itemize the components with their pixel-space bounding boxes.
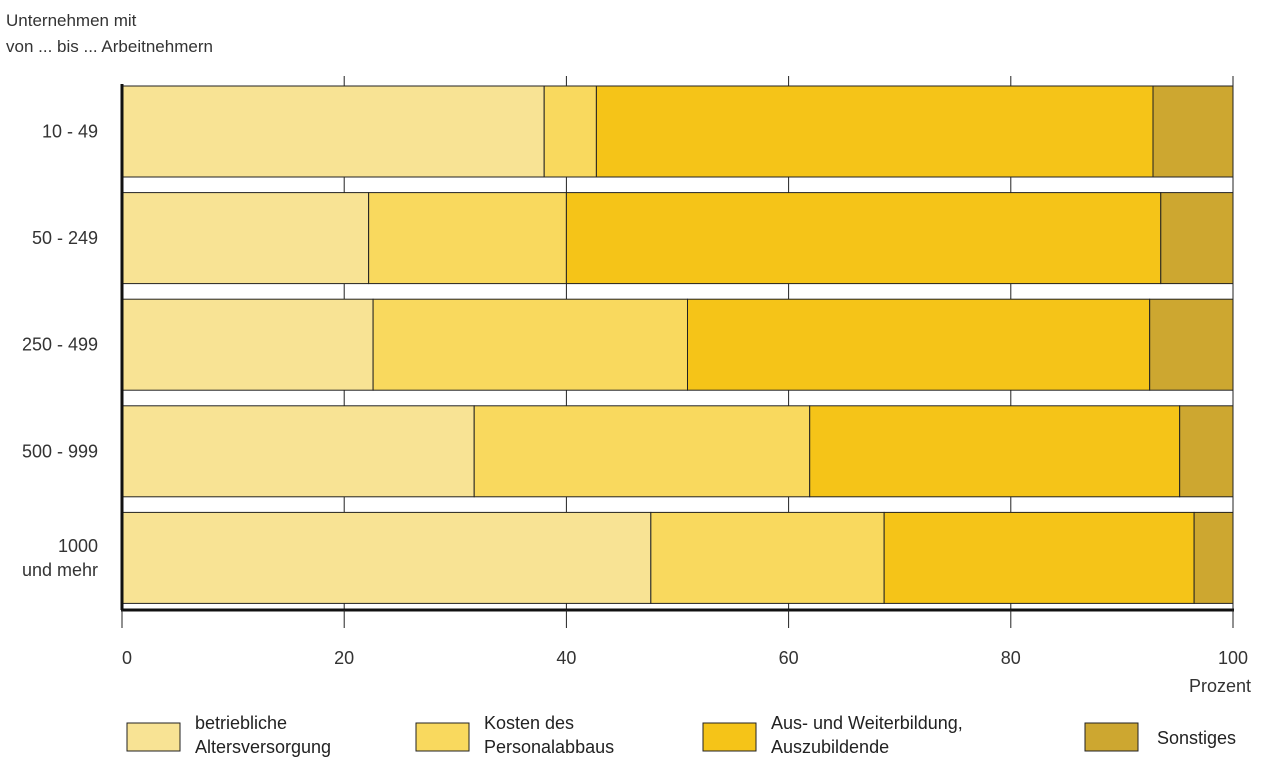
legend-label-0-line-0: betriebliche <box>195 713 287 733</box>
legend-swatch-3 <box>1084 722 1139 752</box>
legend-swatch-2 <box>702 722 757 752</box>
x-tick-label-0: 0 <box>122 648 132 668</box>
category-label-4-line-1: und mehr <box>22 560 98 580</box>
x-tick-label-60: 60 <box>779 648 799 668</box>
bar-segment-cat0-series3 <box>1152 85 1234 178</box>
category-label-4-line-0: 1000 <box>58 536 98 556</box>
bar-segment-cat0-series2 <box>595 85 1154 178</box>
bar-segment-cat3-series3 <box>1179 405 1234 498</box>
bar-segment-cat3-series1 <box>473 405 811 498</box>
bar-segment-cat1-series3 <box>1160 192 1234 285</box>
bar-segment-cat4-series0 <box>121 511 652 604</box>
bar-segment-cat2-series3 <box>1149 298 1234 391</box>
axes <box>120 84 1234 628</box>
bar-segment-cat1-series2 <box>565 192 1162 285</box>
legend-label-3: Sonstiges <box>1157 728 1236 748</box>
legend: betriebliche Altersversorgung Kosten des Pe… <box>126 713 1236 757</box>
legend-label-2-line-1: Auszubildende <box>771 737 889 757</box>
legend-label-0-line-1: Altersversorgung <box>195 737 331 757</box>
bar-segment-cat0-series0 <box>121 85 545 178</box>
x-tick-label-80: 80 <box>1001 648 1021 668</box>
x-tick-label-100: 100 <box>1218 648 1248 668</box>
category-label-3-line-0: 500 - 999 <box>22 441 98 461</box>
legend-label-2-line-0: Aus- und Weiterbildung, <box>771 713 963 733</box>
bar-segment-cat2-series1 <box>372 298 688 391</box>
x-tick-label-20: 20 <box>334 648 354 668</box>
bar-segment-cat0-series1 <box>543 85 597 178</box>
bar-segment-cat1-series0 <box>121 192 370 285</box>
bar-segment-cat2-series2 <box>686 298 1151 391</box>
bars <box>121 85 1234 604</box>
category-label-0-line-0: 10 - 49 <box>42 122 98 142</box>
bar-segment-cat4-series2 <box>883 511 1195 604</box>
y-axis-title-line-1: Unternehmen mit <box>6 11 137 30</box>
x-axis-title: Prozent <box>1189 676 1251 696</box>
legend-label-1-line-0: Kosten des <box>484 713 574 733</box>
y-axis-title-line-2: von ... bis ... Arbeitnehmern <box>6 37 213 56</box>
bar-segment-cat3-series2 <box>809 405 1181 498</box>
bar-segment-cat1-series1 <box>368 192 567 285</box>
bar-segment-cat4-series3 <box>1193 511 1234 604</box>
legend-swatch-1 <box>415 722 470 752</box>
bar-segment-cat3-series0 <box>121 405 475 498</box>
legend-label-1-line-1: Personalabbaus <box>484 737 614 757</box>
bar-segment-cat4-series1 <box>650 511 885 604</box>
category-label-1-line-0: 50 - 249 <box>32 228 98 248</box>
category-label-2-line-0: 250 - 499 <box>22 335 98 355</box>
bar-segment-cat2-series0 <box>121 298 374 391</box>
x-tick-label-40: 40 <box>556 648 576 668</box>
legend-swatch-0 <box>126 722 181 752</box>
